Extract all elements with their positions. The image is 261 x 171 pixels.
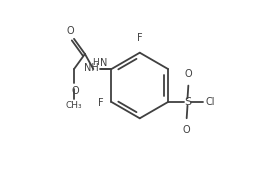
Text: CH₃: CH₃ (66, 101, 82, 110)
Text: F: F (98, 98, 104, 108)
Text: H: H (92, 58, 98, 67)
Text: NH: NH (84, 63, 99, 73)
Text: N: N (100, 58, 107, 68)
Text: Cl: Cl (205, 97, 215, 107)
Text: O: O (67, 26, 74, 36)
Text: O: O (71, 86, 79, 96)
Text: O: O (183, 125, 191, 135)
Text: S: S (184, 97, 191, 107)
Text: F: F (137, 34, 143, 43)
Text: O: O (185, 69, 192, 79)
